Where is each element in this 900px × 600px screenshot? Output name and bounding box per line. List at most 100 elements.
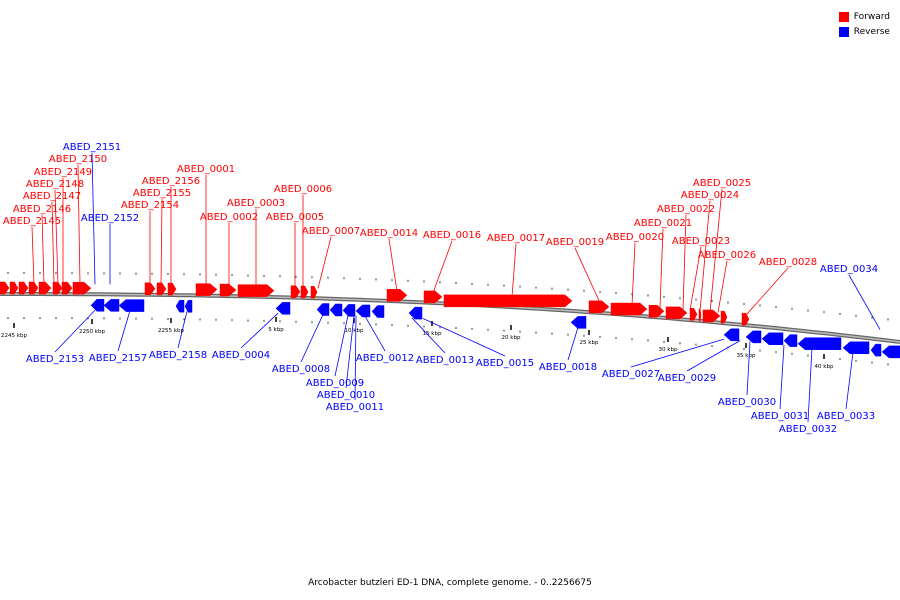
gene-connector [334,315,349,377]
legend-forward: Forward [838,9,890,24]
gene-connector [77,164,81,285]
forward-gene-arrow [0,281,10,295]
forward-gene-arrow [38,281,52,295]
gene-label: ABED_0005 [266,212,324,223]
gene-connector [31,226,35,285]
gene-label: ABED_2154 [121,200,179,211]
gene-label: ABED_0028 [759,257,817,268]
gene-label: ABED_2152 [81,213,139,224]
reverse-gene-arrow [745,330,762,344]
scale-label: 5 kbp [268,327,284,333]
forward-swatch [838,11,849,22]
reverse-gene-arrow [329,303,343,317]
forward-gene-arrow [300,285,309,299]
gene-label: ABED_0034 [820,264,878,275]
scale-label: 10 kbp [345,328,364,334]
gene-label: ABED_0025 [693,178,751,189]
forward-gene-arrow [423,290,443,304]
gene-label: ABED_2149 [34,167,92,178]
scale-label: 2245 kbp [1,333,27,339]
forward-gene-arrow [386,289,408,302]
forward-gene-arrow [52,281,63,295]
gene-label: ABED_0007 [302,226,360,237]
gene-label: ABED_0032 [779,424,837,435]
gene-connector [807,347,813,423]
gene-connector [240,312,279,349]
forward-gene-arrow [167,282,177,296]
gene-connector [686,340,741,372]
scale-label: 40 kbp [815,364,834,370]
scale-label: 2250 kbp [79,329,105,335]
gene-connector [317,236,332,289]
gene-connector [845,352,854,410]
forward-gene-arrow [72,281,92,295]
reverse-gene-arrow [408,306,423,320]
gene-label: ABED_0015 [476,358,534,369]
forward-gene-arrow [195,283,218,296]
reverse-gene-arrow [371,305,385,318]
scale-label: 25 kbp [580,340,599,346]
gene-connector [51,201,55,285]
gene-label: ABED_0021 [634,218,692,229]
gene-connector [848,274,881,330]
gene-label: ABED_0009 [306,378,364,389]
forward-gene-arrow [219,283,237,297]
forward-gene-arrow [28,281,39,295]
gene-connector [54,309,96,353]
forward-gene-arrow [741,312,750,326]
gene-label: ABED_2150 [49,154,107,165]
gene-label: ABED_2146 [13,204,71,215]
forward-gene-arrow [237,284,275,297]
gene-label: ABED_0013 [416,355,474,366]
gene-label: ABED_0003 [227,198,285,209]
gene-label: ABED_0002 [200,212,258,223]
forward-gene-arrow [144,282,156,296]
gene-label: ABED_2148 [26,179,84,190]
forward-gene-arrow [61,281,73,295]
gene-label: ABED_2155 [133,188,191,199]
gene-label: ABED_2151 [63,142,121,153]
gene-label: ABED_0030 [718,397,776,408]
gene-connector [300,314,324,363]
gene-connector [689,246,702,311]
gene-connector [117,310,131,352]
forward-gene-arrow [702,309,721,323]
gene-label: ABED_0018 [539,362,597,373]
gene-connector [659,228,664,308]
gene-connector [388,238,398,292]
gene-connector [574,247,601,304]
reverse-gene-arrow [90,299,105,312]
gene-connector [779,344,785,410]
gene-connector [567,327,579,361]
forward-gene-arrow [443,294,573,308]
reverse-gene-arrow [342,304,356,317]
gene-label: ABED_0020 [606,232,664,243]
reverse-gene-arrow [103,299,120,312]
reverse-gene-arrow [870,343,882,357]
reverse-gene-arrow [723,328,740,342]
gene-connector [91,152,96,285]
gene-label: ABED_0012 [356,353,414,364]
gene-label: ABED_0029 [658,373,716,384]
gene-connector [177,311,188,349]
gene-label: ABED_0010 [317,390,375,401]
gene-connector [717,260,728,313]
legend-reverse-label: Reverse [853,26,890,37]
forward-gene-arrow [720,310,728,324]
reverse-gene-arrow [316,303,330,316]
legend: Forward Reverse [838,9,890,39]
gene-connector [699,200,711,311]
gene-label: ABED_0026 [698,250,756,261]
gene-connector [630,338,725,368]
legend-forward-label: Forward [853,11,890,22]
gene-label: ABED_0016 [423,230,481,241]
gene-connector [54,189,59,285]
gene-label: ABED_0031 [751,411,809,422]
genome-caption: Arcobacter butzleri ED-1 DNA, complete g… [308,578,592,588]
gene-connector [709,188,723,312]
gene-connector [682,214,687,310]
reverse-gene-arrow [761,332,784,346]
gene-connector [746,341,751,396]
gene-label: ABED_2157 [89,353,147,364]
